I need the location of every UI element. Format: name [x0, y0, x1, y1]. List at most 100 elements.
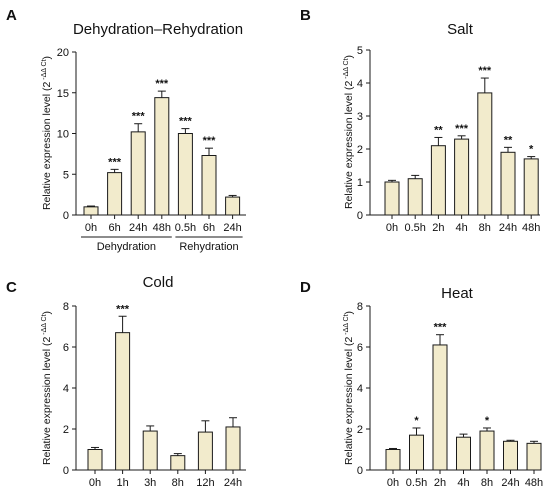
significance-label: ***	[179, 116, 193, 128]
x-tick-label: 2h	[432, 222, 444, 234]
y-tick-label: 2	[63, 424, 69, 436]
x-tick-label: 0h	[386, 222, 398, 234]
bar	[500, 151, 516, 216]
x-tick-label: 1h	[116, 477, 128, 489]
significance-label: ***	[132, 111, 146, 123]
bar	[130, 131, 146, 216]
y-axis-label: Relative expression level (2 -ΔΔ Ct)	[343, 55, 355, 209]
bar	[409, 434, 424, 471]
significance-label: ***	[478, 65, 492, 77]
panel-b-title: Salt	[447, 21, 474, 38]
x-tick-label: 2h	[434, 477, 446, 489]
y-tick-label: 6	[63, 342, 69, 354]
significance-label: *	[414, 415, 419, 427]
bar	[523, 158, 539, 216]
x-tick-label: 24h	[129, 222, 147, 234]
y-tick-label: 1	[357, 177, 363, 189]
x-tick-label: 3h	[144, 477, 156, 489]
bar	[170, 455, 186, 471]
significance-label: *	[485, 415, 490, 427]
y-tick-label: 0	[63, 465, 69, 477]
panel-c-letter: C	[6, 279, 17, 296]
group-label: Rehydration	[179, 241, 238, 253]
significance-label: **	[504, 134, 513, 146]
x-tick-label: 0h	[89, 477, 101, 489]
significance-label: ***	[434, 322, 448, 334]
significance-label: ***	[155, 78, 169, 90]
y-tick-label: 20	[57, 47, 69, 59]
y-axis-label: Relative expression level (2 -ΔΔ Ct)	[41, 311, 53, 465]
bar	[225, 426, 241, 471]
y-tick-label: 0	[357, 210, 363, 222]
y-axis-label: Relative expression level (2 -ΔΔ Ct)	[41, 56, 53, 210]
panel-a-plot: 0 5 10 15 20 Relative expression level (2 -ΔΔ…	[41, 47, 246, 253]
y-tick-label: 8	[357, 301, 363, 313]
x-tick-label: 8h	[172, 477, 184, 489]
x-tick-label: 6h	[203, 222, 215, 234]
panel-a-title: Dehydration–Rehydration	[73, 21, 243, 38]
x-tick-label: 4h	[457, 477, 469, 489]
x-tick-label: 24h	[499, 222, 517, 234]
significance-label: ***	[455, 123, 469, 135]
y-tick-label: 10	[57, 129, 69, 141]
x-tick-label: 24h	[224, 477, 242, 489]
y-tick-label: 5	[63, 169, 69, 181]
bar	[177, 133, 193, 216]
bar	[477, 92, 493, 216]
y-tick-label: 8	[63, 301, 69, 313]
y-tick-label: 2	[357, 424, 363, 436]
x-tick-label: 4h	[455, 222, 467, 234]
bar	[225, 196, 241, 216]
x-tick-label: 48h	[153, 222, 171, 234]
x-tick-label: 12h	[196, 477, 214, 489]
panel-d-letter: D	[300, 279, 311, 296]
bar	[142, 430, 158, 471]
x-tick-label: 0.5h	[175, 222, 196, 234]
bar	[479, 430, 495, 471]
panel-a-letter: A	[6, 7, 17, 24]
y-tick-label: 3	[357, 111, 363, 123]
panel-c-plot: 0 2 4 6 8 Relative expression level (2 -ΔΔ Ct…	[41, 301, 246, 489]
y-tick-label: 2	[357, 144, 363, 156]
bar	[430, 145, 446, 216]
y-tick-label: 4	[357, 383, 363, 395]
significance-label: ***	[108, 156, 122, 168]
y-axis-label: Relative expression level (2 -ΔΔ Ct)	[343, 311, 355, 465]
bar	[385, 449, 401, 471]
y-tick-label: 4	[357, 78, 363, 90]
bar	[407, 178, 423, 216]
group-label: Dehydration	[97, 241, 156, 253]
bar	[384, 181, 400, 216]
bar	[107, 172, 123, 216]
x-tick-label: 0h	[85, 222, 97, 234]
x-tick-label: 0.5h	[406, 477, 427, 489]
x-tick-label: 8h	[481, 477, 493, 489]
x-tick-label: 48h	[525, 477, 543, 489]
bar	[83, 206, 99, 216]
panel-d-title: Heat	[441, 285, 474, 302]
x-tick-label: 0.5h	[404, 222, 425, 234]
panel-c: C Cold 0 2 4 6 8 Relative expression level (2…	[6, 274, 246, 489]
bar	[454, 138, 470, 216]
x-tick-label: 48h	[522, 222, 540, 234]
y-tick-label: 15	[57, 88, 69, 100]
x-tick-label: 0h	[387, 477, 399, 489]
bar	[526, 442, 542, 471]
bar	[456, 436, 471, 471]
x-tick-label: 24h	[223, 222, 241, 234]
significance-label: **	[434, 124, 443, 136]
panel-c-title: Cold	[143, 274, 174, 291]
y-tick-label: 4	[63, 383, 69, 395]
bar	[115, 332, 131, 471]
y-tick-label: 5	[357, 45, 363, 57]
bar	[154, 97, 170, 216]
x-tick-label: 24h	[501, 477, 519, 489]
x-tick-label: 6h	[108, 222, 120, 234]
y-tick-label: 0	[63, 210, 69, 222]
bar	[432, 344, 448, 471]
bar	[197, 431, 213, 471]
